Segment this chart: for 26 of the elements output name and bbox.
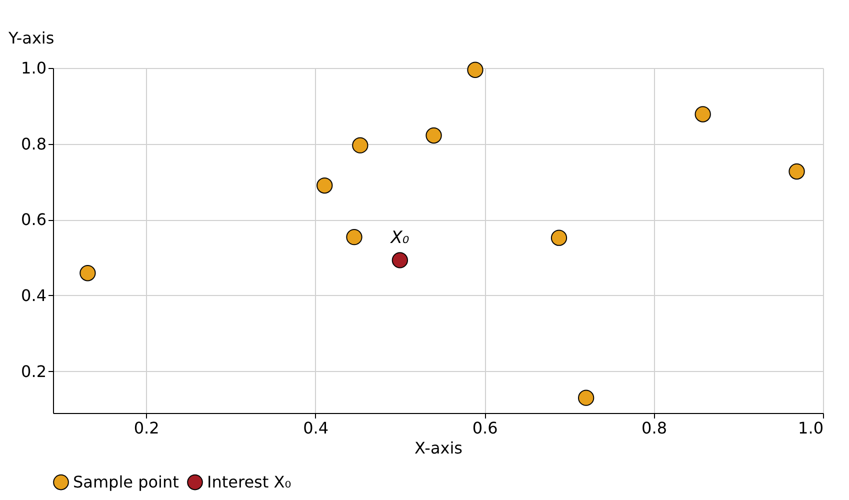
x-tick-label: 0.6 <box>472 418 498 438</box>
point <box>788 163 805 180</box>
x-tick-label: 0.4 <box>303 418 329 438</box>
point <box>694 106 711 122</box>
point <box>467 62 484 78</box>
y-tick-label: 0.4 <box>21 286 46 305</box>
y-axis-title: Y-axis <box>8 28 54 48</box>
x-tick-label: 0.2 <box>134 418 160 438</box>
point <box>392 252 408 268</box>
y-tick-label: 0.2 <box>21 362 46 381</box>
annotation: X₀ <box>390 228 410 248</box>
point <box>550 230 568 246</box>
y-tick-label: 0.6 <box>21 210 46 230</box>
point <box>352 137 368 154</box>
point <box>426 127 442 144</box>
point <box>578 390 594 406</box>
y-tick-label: 0.8 <box>21 134 46 154</box>
x-tick-label: 1.0 <box>798 418 824 438</box>
legend-label: Sample point <box>73 472 179 492</box>
x-axis-title: X-axis <box>414 438 462 458</box>
point <box>80 265 96 282</box>
x-tick-label: 0.8 <box>642 418 667 438</box>
legend-label: Interest X₀ <box>207 472 292 492</box>
y-tick-label: 1.0 <box>21 58 46 78</box>
point <box>346 229 362 246</box>
point <box>316 177 333 194</box>
